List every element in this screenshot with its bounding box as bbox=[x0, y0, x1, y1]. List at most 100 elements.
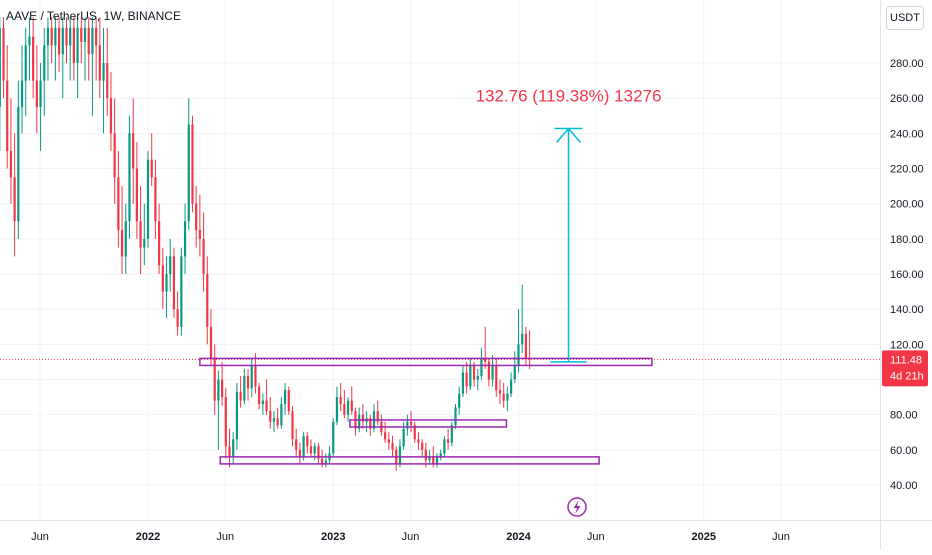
y-tick-label: 280.00 bbox=[890, 58, 924, 70]
candle-body bbox=[317, 446, 320, 459]
candle-body bbox=[384, 432, 387, 440]
candle-body bbox=[324, 460, 327, 464]
candle-body bbox=[484, 358, 487, 362]
zone-support bbox=[219, 456, 600, 465]
y-tick-label: 80.00 bbox=[890, 410, 918, 422]
candle-body bbox=[235, 391, 239, 440]
candle-body bbox=[158, 221, 161, 266]
grid-lines bbox=[0, 0, 880, 520]
candle-body bbox=[39, 80, 42, 107]
lightning-icon[interactable] bbox=[567, 497, 587, 517]
y-tick-label: 160.00 bbox=[890, 269, 924, 281]
time-axis: Jun 2022 Jun 2023 Jun 2024 Jun 2025 Jun bbox=[31, 531, 790, 543]
candle-body bbox=[150, 159, 153, 178]
x-tick-label: 2022 bbox=[136, 531, 160, 543]
price-axis: 40.0060.0080.00100.00120.00140.00160.001… bbox=[890, 58, 924, 492]
candle-body bbox=[339, 397, 342, 405]
candle-body bbox=[87, 27, 90, 55]
candle-body bbox=[209, 326, 213, 359]
currency-button[interactable]: USDT bbox=[886, 6, 924, 30]
candle-body bbox=[195, 203, 198, 231]
candle-body bbox=[139, 221, 142, 248]
candle-body bbox=[106, 63, 109, 99]
candle-body bbox=[80, 27, 83, 42]
candle-body bbox=[176, 309, 179, 327]
candle-body bbox=[369, 418, 372, 429]
candle-body bbox=[435, 456, 439, 464]
y-tick-label: 260.00 bbox=[890, 93, 924, 105]
y-tick-label: 120.00 bbox=[890, 339, 924, 351]
candle-body bbox=[187, 124, 190, 222]
candle-body bbox=[432, 456, 435, 464]
y-tick-label: 240.00 bbox=[890, 128, 924, 140]
price-tag-price: 111.48 bbox=[890, 354, 922, 366]
candle-body bbox=[202, 238, 205, 274]
candle-body bbox=[502, 393, 505, 401]
candle-body bbox=[220, 379, 224, 398]
y-tick-label: 200.00 bbox=[890, 199, 924, 211]
candle-body bbox=[309, 446, 313, 454]
candle-body bbox=[46, 27, 50, 46]
candle-body bbox=[458, 393, 461, 408]
candle-body bbox=[206, 274, 209, 327]
candle-body bbox=[13, 177, 16, 222]
candle-body bbox=[424, 449, 427, 461]
candle-body bbox=[246, 375, 250, 389]
candle-body bbox=[6, 80, 9, 151]
candle-body bbox=[461, 372, 465, 394]
candle-body bbox=[57, 27, 61, 55]
candle-body bbox=[517, 344, 520, 366]
candle-body bbox=[439, 453, 442, 457]
candle-body bbox=[506, 393, 509, 401]
x-tick-label: Jun bbox=[587, 531, 605, 543]
candle-body bbox=[224, 397, 227, 447]
candle-body bbox=[332, 421, 335, 454]
candle-body bbox=[272, 418, 276, 422]
candle-body bbox=[343, 404, 346, 415]
zone-resistance bbox=[199, 357, 653, 367]
candle-body bbox=[98, 45, 101, 81]
candle-body bbox=[402, 428, 405, 447]
measure-arrow-head bbox=[555, 127, 582, 143]
candle-body bbox=[472, 365, 476, 380]
candle-body bbox=[43, 45, 46, 81]
candle-body bbox=[287, 390, 290, 412]
candle-body bbox=[480, 358, 483, 376]
candle-body bbox=[243, 375, 246, 401]
x-tick-label: Jun bbox=[402, 531, 420, 543]
candle-body bbox=[91, 27, 94, 55]
candle-body bbox=[376, 411, 379, 422]
candle-body bbox=[280, 404, 283, 426]
y-tick-label: 180.00 bbox=[890, 234, 924, 246]
candle-body bbox=[35, 80, 38, 107]
x-tick-label: Jun bbox=[772, 531, 790, 543]
candle-body bbox=[524, 333, 528, 359]
x-tick-label: 2024 bbox=[506, 531, 531, 543]
candle-body bbox=[321, 458, 324, 464]
candle-body bbox=[443, 439, 446, 454]
candle-body bbox=[228, 446, 231, 457]
x-tick-label: Jun bbox=[216, 531, 234, 543]
candle-body bbox=[69, 27, 72, 46]
y-tick-label: 40.00 bbox=[890, 480, 918, 492]
candle-body bbox=[513, 365, 516, 380]
candle-body bbox=[72, 27, 76, 63]
candle-body bbox=[454, 407, 457, 426]
candle-body bbox=[350, 400, 353, 412]
candle-body bbox=[469, 365, 472, 387]
candle-body bbox=[172, 256, 176, 310]
candle-body bbox=[117, 177, 120, 231]
symbol-title[interactable]: AAVE / TetherUS, 1W, BINANCE bbox=[6, 9, 181, 23]
candle-body bbox=[24, 45, 27, 81]
candle-body bbox=[132, 133, 135, 169]
candle-body bbox=[54, 27, 57, 46]
candle-body bbox=[254, 365, 257, 387]
candle-body bbox=[302, 435, 305, 457]
candle-body bbox=[495, 365, 498, 391]
y-tick-label: 60.00 bbox=[890, 445, 918, 457]
y-tick-label: 220.00 bbox=[890, 164, 924, 176]
y-tick-label: 140.00 bbox=[890, 304, 924, 316]
candle-body bbox=[417, 439, 420, 443]
candle-body bbox=[413, 425, 416, 440]
